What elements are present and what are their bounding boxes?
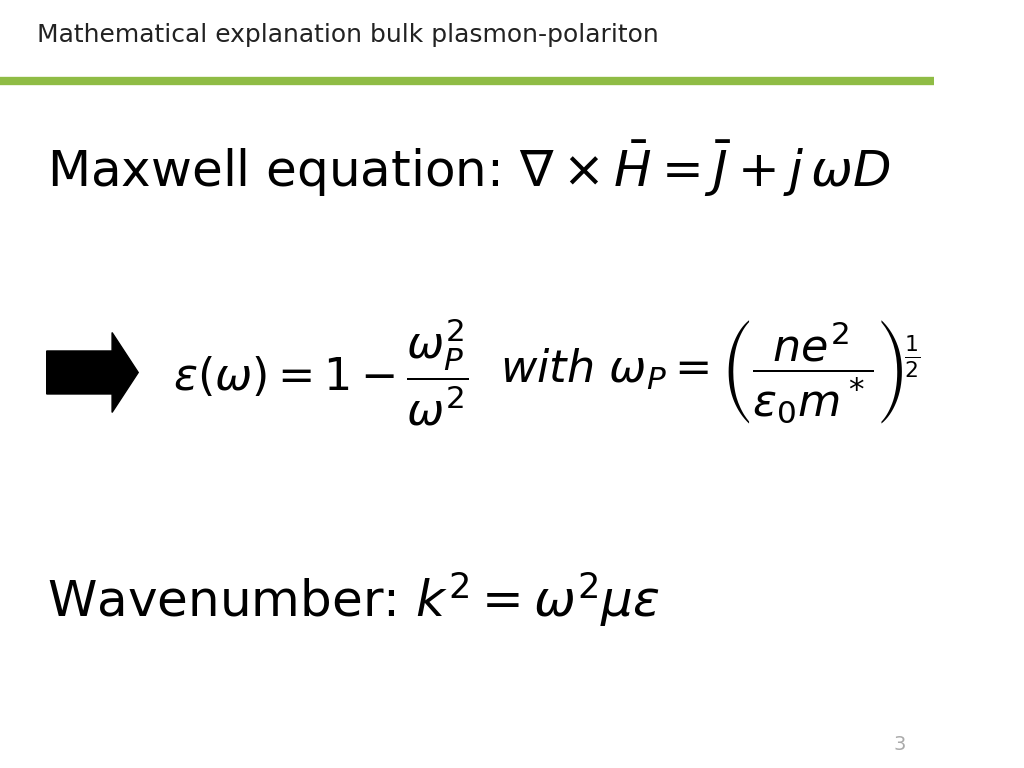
Text: 3: 3 <box>894 736 906 754</box>
Polygon shape <box>47 333 138 412</box>
Text: Mathematical explanation bulk plasmon-polariton: Mathematical explanation bulk plasmon-po… <box>37 22 659 47</box>
Text: $\varepsilon(\omega) = 1 - \dfrac{\omega_P^2}{\omega^2}$: $\varepsilon(\omega) = 1 - \dfrac{\omega… <box>173 317 469 428</box>
Text: Wavenumber: $k^2 = \omega^2\mu\varepsilon$: Wavenumber: $k^2 = \omega^2\mu\varepsilo… <box>47 570 659 628</box>
Text: Maxwell equation: $\nabla \times \bar{H} = \bar{J} + j\,\omega D$: Maxwell equation: $\nabla \times \bar{H}… <box>47 139 891 199</box>
Text: $\mathit{with}\ \omega_P = \left(\dfrac{ne^2}{\varepsilon_0 m^*}\right)^{\!\frac: $\mathit{with}\ \omega_P = \left(\dfrac{… <box>500 319 920 426</box>
